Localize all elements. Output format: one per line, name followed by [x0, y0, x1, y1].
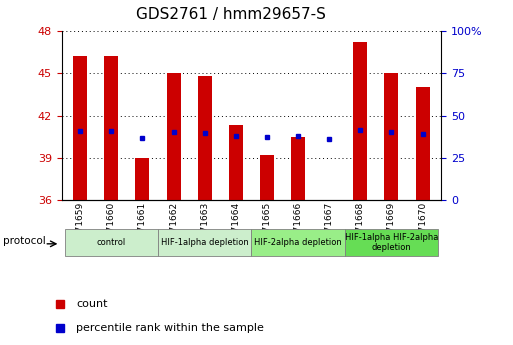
Bar — [65, 229, 158, 256]
Bar — [229, 126, 243, 200]
Bar — [260, 155, 274, 200]
Text: count: count — [76, 299, 107, 309]
Bar — [167, 73, 181, 200]
Bar — [345, 229, 438, 256]
Bar — [198, 76, 212, 200]
Bar — [291, 137, 305, 200]
Bar — [158, 229, 251, 256]
Text: HIF-1alpha HIF-2alpha
depletion: HIF-1alpha HIF-2alpha depletion — [345, 233, 438, 252]
Text: HIF-1alpha depletion: HIF-1alpha depletion — [161, 238, 249, 247]
Bar — [104, 57, 119, 200]
Text: protocol: protocol — [3, 236, 46, 246]
Bar — [251, 229, 345, 256]
Text: control: control — [97, 238, 126, 247]
Bar — [416, 87, 429, 200]
Text: GDS2761 / hmm29657-S: GDS2761 / hmm29657-S — [136, 7, 326, 22]
Bar — [384, 73, 399, 200]
Text: HIF-2alpha depletion: HIF-2alpha depletion — [254, 238, 342, 247]
Bar — [353, 42, 367, 200]
Bar — [73, 57, 87, 200]
Text: percentile rank within the sample: percentile rank within the sample — [76, 323, 264, 333]
Bar — [135, 158, 149, 200]
